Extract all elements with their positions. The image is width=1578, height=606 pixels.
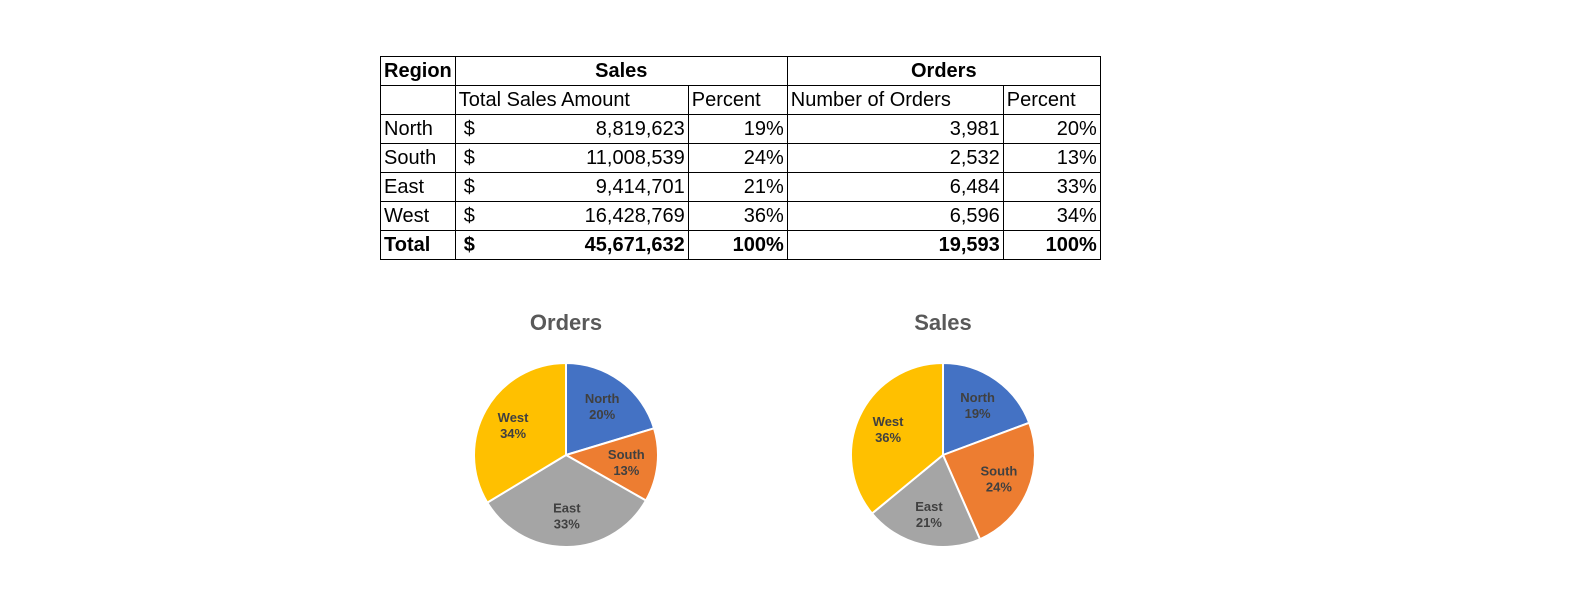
cell-orders: 6,484 <box>786 172 1004 202</box>
currency-symbol: $ <box>454 143 487 173</box>
slice-percent-label: 33% <box>554 517 580 532</box>
slice-category-label: North <box>585 391 620 406</box>
pie-slice-north <box>942 361 1031 457</box>
pie-slice-west <box>850 361 944 515</box>
header-empty <box>380 85 456 115</box>
chart-title: Sales <box>914 310 972 335</box>
slice-percent-label: 21% <box>916 515 942 530</box>
pie-slice-east <box>870 453 982 548</box>
cell-orders-pct: 100% <box>1002 230 1101 260</box>
slice-category-label: North <box>960 390 995 405</box>
cell-region: Total <box>380 230 456 260</box>
pie-slice-south <box>941 421 1036 541</box>
cell-sales: 9,414,701 <box>486 172 689 202</box>
table-row: West $16,428,769 36% 6,596 34% <box>380 201 1101 231</box>
slice-percent-label: 20% <box>589 407 615 422</box>
cell-orders-pct: 33% <box>1002 172 1101 202</box>
cell-region: South <box>380 143 456 173</box>
cell-sales: 11,008,539 <box>486 143 689 173</box>
cell-orders: 3,981 <box>786 114 1004 144</box>
cell-sales-pct: 21% <box>687 172 788 202</box>
slice-percent-label: 36% <box>875 430 901 445</box>
cell-orders-pct: 34% <box>1002 201 1101 231</box>
cell-sales: 16,428,769 <box>486 201 689 231</box>
slice-percent-label: 24% <box>986 480 1012 495</box>
table-row: North $8,819,623 19% 3,981 20% <box>380 114 1101 144</box>
table-row: East $9,414,701 21% 6,484 33% <box>380 172 1101 202</box>
cell-sales: 45,671,632 <box>486 230 689 260</box>
header-number-of-orders: Number of Orders <box>786 85 1004 115</box>
cell-sales-pct: 100% <box>687 230 788 260</box>
cell-region: East <box>380 172 456 202</box>
currency-symbol: $ <box>454 172 487 202</box>
sales-orders-table: Region Sales Orders Total Sales Amount P… <box>380 56 1101 260</box>
cell-orders: 19,593 <box>786 230 1004 260</box>
cell-orders-pct: 13% <box>1002 143 1101 173</box>
cell-sales: 8,819,623 <box>486 114 689 144</box>
slice-category-label: East <box>915 499 943 514</box>
currency-symbol: $ <box>454 230 487 260</box>
slice-category-label: West <box>873 414 904 429</box>
cell-sales-pct: 24% <box>687 143 788 173</box>
slice-category-label: East <box>553 501 581 516</box>
cell-region: North <box>380 114 456 144</box>
header-sales: Sales <box>454 56 788 86</box>
chart-title: Orders <box>530 310 602 335</box>
header-region: Region <box>380 56 456 86</box>
currency-symbol: $ <box>454 201 487 231</box>
pie-slice-south <box>563 427 659 502</box>
slice-category-label: South <box>981 464 1018 479</box>
pie-slice-west <box>473 361 567 505</box>
pie-slice-north <box>565 361 656 457</box>
slice-category-label: West <box>498 410 529 425</box>
currency-symbol: $ <box>454 114 487 144</box>
slice-percent-label: 13% <box>613 463 639 478</box>
total-row: Total $45,671,632 100% 19,593 100% <box>380 230 1101 260</box>
pie-slice-east <box>485 453 648 548</box>
cell-region: West <box>380 201 456 231</box>
cell-orders-pct: 20% <box>1002 114 1101 144</box>
slice-percent-label: 34% <box>500 426 526 441</box>
slice-percent-label: 19% <box>965 406 991 421</box>
slice-category-label: South <box>608 447 645 462</box>
